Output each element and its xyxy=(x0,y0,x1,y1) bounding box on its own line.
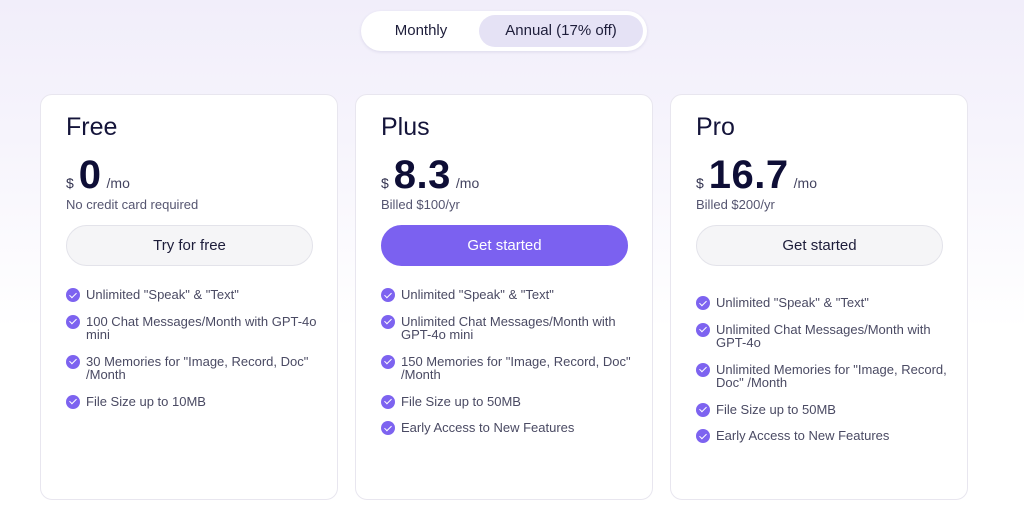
feature-item: 150 Memories for "Image, Record, Doc" /M… xyxy=(381,353,639,382)
price-period: /mo xyxy=(455,175,480,191)
price-currency: $ xyxy=(381,175,389,191)
price-row: $0/mo xyxy=(66,153,130,197)
plan-card-pro: Pro $16.7/mo Billed $200/yr Get started … xyxy=(670,94,968,500)
feature-item: Unlimited Chat Messages/Month with GPT-4… xyxy=(696,321,954,350)
plan-card-free: Free $0/mo No credit card required Try f… xyxy=(40,94,338,500)
plan-name: Pro xyxy=(696,113,735,141)
billing-note: Billed $100/yr xyxy=(381,197,460,212)
feature-text: Unlimited Chat Messages/Month with GPT-4… xyxy=(716,321,931,350)
feature-text: Early Access to New Features xyxy=(716,428,890,443)
check-circle-icon xyxy=(381,394,395,409)
price-currency: $ xyxy=(696,175,704,191)
plan-name: Free xyxy=(66,113,118,141)
feature-text: 30 Memories for "Image, Record, Doc" /Mo… xyxy=(86,353,309,382)
feature-item: File Size up to 10MB xyxy=(66,393,324,409)
feature-text: 100 Chat Messages/Month with GPT-4o mini xyxy=(86,313,317,342)
feature-item: Unlimited "Speak" & "Text" xyxy=(696,296,954,310)
check-circle-icon xyxy=(66,394,80,409)
feature-list: Unlimited "Speak" & "Text" Unlimited Cha… xyxy=(381,288,639,448)
feature-text: 150 Memories for "Image, Record, Doc" /M… xyxy=(401,353,631,382)
billing-period-toggle: Monthly Annual (17% off) xyxy=(361,11,647,51)
get-started-pro-button[interactable]: Get started xyxy=(696,225,943,266)
feature-text: Unlimited Memories for "Image, Record, D… xyxy=(716,361,947,390)
price-row: $8.3/mo xyxy=(381,153,479,197)
check-circle-icon xyxy=(696,296,710,310)
feature-item: Unlimited Chat Messages/Month with GPT-4… xyxy=(381,313,639,342)
feature-item: 100 Chat Messages/Month with GPT-4o mini xyxy=(66,313,324,342)
price-period: /mo xyxy=(793,175,817,191)
check-circle-icon xyxy=(66,314,80,329)
price-note: No credit card required xyxy=(66,197,199,212)
check-circle-icon xyxy=(696,362,710,377)
price-row: $16.7/mo xyxy=(696,153,817,197)
check-circle-icon xyxy=(381,314,395,329)
price-currency: $ xyxy=(66,175,74,191)
feature-text: Unlimited "Speak" & "Text" xyxy=(86,287,239,302)
check-circle-icon xyxy=(381,354,395,369)
monthly-option[interactable]: Monthly xyxy=(394,22,448,39)
feature-text: Unlimited "Speak" & "Text" xyxy=(716,295,869,310)
check-circle-icon xyxy=(66,354,80,369)
plan-name: Plus xyxy=(381,113,430,141)
feature-list: Unlimited "Speak" & "Text" 100 Chat Mess… xyxy=(66,288,324,421)
feature-item: 30 Memories for "Image, Record, Doc" /Mo… xyxy=(66,353,324,382)
feature-item: Unlimited "Speak" & "Text" xyxy=(381,288,639,302)
check-circle-icon xyxy=(381,421,395,435)
check-circle-icon xyxy=(696,322,710,337)
plan-card-plus: Plus $8.3/mo Billed $100/yr Get started … xyxy=(355,94,653,500)
feature-text: Early Access to New Features xyxy=(401,420,575,435)
check-circle-icon xyxy=(66,288,80,302)
check-circle-icon xyxy=(381,288,395,302)
price-amount: 16.7 xyxy=(708,153,789,197)
feature-text: File Size up to 10MB xyxy=(86,393,206,409)
check-circle-icon xyxy=(696,429,710,443)
feature-text: File Size up to 50MB xyxy=(716,401,836,417)
feature-item: Unlimited "Speak" & "Text" xyxy=(66,288,324,302)
feature-item: Early Access to New Features xyxy=(696,429,954,443)
billing-note: Billed $200/yr xyxy=(696,197,775,212)
check-circle-icon xyxy=(696,402,710,417)
feature-item: File Size up to 50MB xyxy=(696,401,954,417)
annual-option[interactable]: Annual (17% off) xyxy=(479,15,643,47)
price-period: /mo xyxy=(106,175,130,191)
feature-item: Unlimited Memories for "Image, Record, D… xyxy=(696,361,954,390)
feature-item: Early Access to New Features xyxy=(381,421,639,435)
get-started-plus-button[interactable]: Get started xyxy=(381,225,628,266)
feature-text: Unlimited "Speak" & "Text" xyxy=(401,287,554,302)
feature-item: File Size up to 50MB xyxy=(381,393,639,409)
feature-list: Unlimited "Speak" & "Text" Unlimited Cha… xyxy=(696,296,954,456)
price-amount: 0 xyxy=(78,153,102,197)
feature-text: File Size up to 50MB xyxy=(401,393,521,409)
price-amount: 8.3 xyxy=(393,153,451,197)
feature-text: Unlimited Chat Messages/Month with GPT-4… xyxy=(401,313,616,342)
try-for-free-button[interactable]: Try for free xyxy=(66,225,313,266)
